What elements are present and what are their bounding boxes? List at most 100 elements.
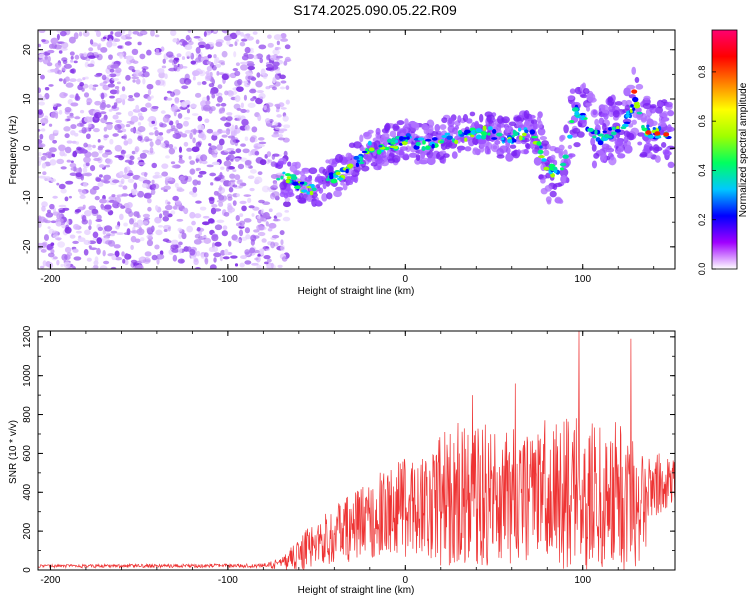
spectrogram-noise-point [216, 219, 225, 224]
spectrogram-noise-point [178, 233, 182, 240]
spectrogram-noise-point [62, 59, 68, 65]
spectrogram-noise-point [38, 143, 46, 148]
spectrogram-noise-point [197, 37, 204, 42]
snr-y-tick-label: 800 [22, 406, 33, 423]
spectrogram-ridge-core [592, 135, 597, 139]
snr-frame [37, 330, 676, 571]
spectrogram-noise-point [136, 219, 144, 227]
spectrogram-ridge-halo [631, 119, 637, 125]
spectrogram-noise-point [38, 242, 43, 250]
spectrogram-noise-point [155, 174, 163, 179]
spectrogram-noise-point [100, 117, 108, 124]
spectrogram-noise-point [264, 118, 271, 124]
spectrogram-noise-point [131, 76, 140, 80]
spectrogram-ridge-halo [325, 159, 330, 164]
spectrogram-noise-point [76, 78, 83, 83]
snr-panel: -200 -100 0 100 0 200 400 600 800 1000 1200 Heigh… [8, 325, 676, 596]
spectrogram-ridge-core [310, 184, 315, 189]
spectrogram-noise-point [192, 137, 196, 144]
spectrogram-noise-point [221, 73, 229, 81]
spectrogram-noise-point [224, 90, 229, 96]
spectrogram-noise-point [273, 181, 278, 189]
spectrogram-ridge-halo [567, 144, 573, 150]
spectrogram-ridge-core [330, 178, 338, 184]
spectrogram-noise-point [63, 126, 71, 132]
spectrogram-noise-point [179, 176, 186, 181]
spectrogram-noise-point [251, 126, 258, 133]
spectrogram-noise-point [103, 180, 110, 184]
spectrogram-ridge-core [641, 127, 648, 132]
spectrogram-noise-point [73, 256, 82, 261]
spectrogram-noise-point [176, 122, 183, 130]
snr-x-tick-label: 0 [403, 575, 409, 586]
spectrogram-noise-point [258, 141, 267, 145]
spectrogram-noise-point [258, 199, 265, 204]
spectrogram-ridge-halo [322, 182, 327, 190]
spectrogram-noise-point [40, 155, 47, 161]
spectrogram-noise-point [191, 70, 200, 77]
spectrogram-ridge-core [306, 191, 310, 195]
spectrogram-ridge-core [285, 179, 290, 184]
spectrogram-noise-point [221, 130, 228, 134]
spectrogram-noise-point [208, 196, 215, 201]
spectrogram-noise-point [150, 30, 155, 37]
spectrogram-noise-point [121, 86, 126, 92]
spectrogram-noise-point [232, 67, 239, 72]
colorbar-tick-label: 0.8 [697, 66, 707, 79]
spectrogram-noise-point [260, 208, 265, 216]
spectrogram-noise-point [282, 115, 289, 122]
spectrogram-noise-point [97, 146, 104, 151]
spectrogram-ridge-halo [496, 154, 505, 159]
spectrogram-noise-point [252, 31, 258, 35]
spectrogram-noise-point [65, 180, 74, 185]
spectrogram-noise-point [107, 83, 115, 88]
spectrogram-noise-point [170, 128, 178, 132]
spectrogram-noise-point [99, 111, 107, 115]
spectrogram-noise-point [233, 51, 237, 58]
spectrogram-noise-point [263, 212, 270, 219]
spectrogram-noise-point [64, 146, 72, 154]
spectrogram-noise-point [233, 129, 238, 136]
spectrogram-noise-point [85, 162, 90, 167]
spectrogram-ridge-core [646, 124, 650, 128]
spectrogram-ridge-core [521, 132, 527, 137]
spectrogram-noise-point [191, 146, 200, 153]
spectrogram-noise-point [89, 165, 96, 172]
spectrogram-noise-point [69, 94, 75, 99]
spectrogram-ridge-halo [325, 180, 331, 187]
spectrogram-x-ticks: -200 -100 0 100 [40, 30, 655, 285]
spectrogram-noise-point [191, 220, 196, 226]
spectrogram-noise-point [70, 59, 74, 63]
spectrogram-noise-point [40, 117, 49, 125]
spectrogram-noise-point [215, 56, 220, 64]
spectrogram-noise-point [84, 229, 91, 236]
spectrogram-noise-point [66, 159, 72, 163]
snr-y-tick-label: 1000 [22, 364, 33, 387]
spectrogram-noise-point [76, 122, 84, 127]
spectrogram-noise-point [275, 212, 283, 218]
spectrogram-ridge-halo [621, 99, 628, 107]
spectrogram-noise-point [243, 94, 248, 101]
spectrogram-ridge-halo [497, 115, 504, 124]
spectrogram-noise-point [65, 82, 74, 88]
spectrogram-ridge-halo [384, 122, 391, 131]
spectrogram-ridge-halo [314, 199, 322, 206]
spectrogram-noise-point [58, 50, 63, 54]
spectrogram-noise-point [114, 256, 123, 261]
spectrogram-ridge-halo [643, 95, 651, 101]
spectrogram-ridge-core [632, 107, 636, 112]
spectrogram-noise-point [120, 205, 126, 209]
spectrogram-noise-point [102, 230, 106, 235]
spectrogram-ridge-halo [594, 118, 600, 126]
spectrogram-noise-point [200, 253, 205, 259]
spectrogram-noise-point [193, 258, 199, 266]
spectrogram-noise-point [41, 39, 46, 43]
spectrogram-noise-point [79, 109, 85, 114]
spectrogram-noise-point [211, 134, 218, 141]
spectrogram-ridge-halo [662, 110, 668, 119]
spectrogram-noise-point [183, 120, 189, 127]
spectrogram-noise-point [265, 102, 274, 108]
spectrogram-noise-point [76, 146, 82, 151]
spectrogram-noise-point [138, 115, 144, 121]
